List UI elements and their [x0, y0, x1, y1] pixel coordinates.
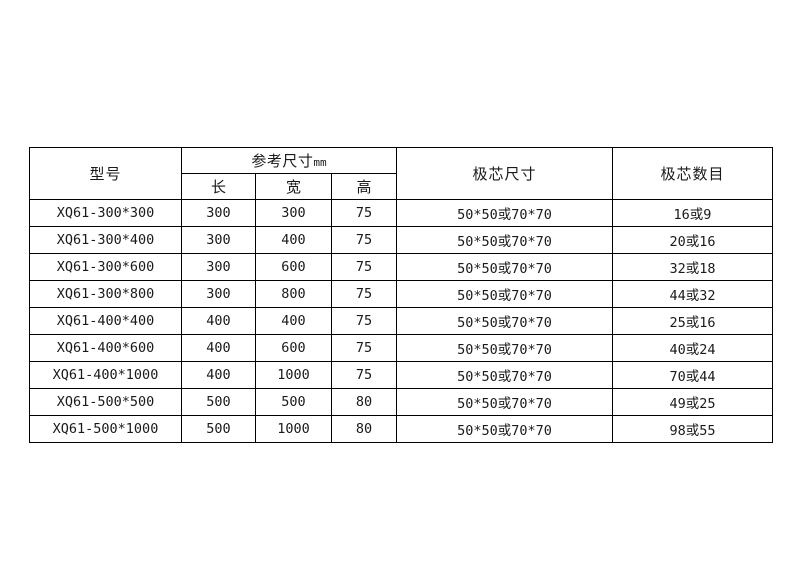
cell-model: XQ61-300*800: [29, 280, 182, 308]
cell-height: 75: [331, 226, 397, 254]
cell-length: 400: [181, 334, 256, 362]
cell-height: 75: [331, 280, 397, 308]
cell-model: XQ61-300*600: [29, 253, 182, 281]
cell-width: 500: [255, 388, 332, 416]
cell-width: 600: [255, 334, 332, 362]
table-row: XQ61-300*300 300 300 75 50*50或70*70 16或9: [29, 199, 773, 227]
cell-height: 75: [331, 361, 397, 389]
table-row: XQ61-400*1000 400 1000 75 50*50或70*70 70或44: [29, 361, 773, 389]
cell-core-count: 32或18: [612, 253, 773, 281]
cell-length: 500: [181, 415, 256, 443]
cell-core-size: 50*50或70*70: [396, 361, 613, 389]
spec-table-container: 型号 参考尺寸mm 极芯尺寸 极芯数目 长 宽 高 XQ61-300*300 30…: [29, 147, 773, 443]
cell-width: 1000: [255, 361, 332, 389]
specification-table: 型号 参考尺寸mm 极芯尺寸 极芯数目 长 宽 高 XQ61-300*300 30…: [29, 147, 773, 443]
cell-core-count: 25或16: [612, 307, 773, 335]
cell-core-count: 70或44: [612, 361, 773, 389]
table-row: XQ61-300*400 300 400 75 50*50或70*70 20或16: [29, 226, 773, 254]
header-row-top: 型号 参考尺寸mm 极芯尺寸 极芯数目: [29, 147, 773, 200]
cell-core-count: 49或25: [612, 388, 773, 416]
cell-height: 75: [331, 199, 397, 227]
cell-width: 800: [255, 280, 332, 308]
cell-width: 400: [255, 226, 332, 254]
cell-width: 600: [255, 253, 332, 281]
cell-model: XQ61-300*400: [29, 226, 182, 254]
cell-model: XQ61-400*600: [29, 334, 182, 362]
cell-height: 75: [331, 253, 397, 281]
cell-core-count: 16或9: [612, 199, 773, 227]
column-header-model: 型号: [29, 147, 182, 200]
cell-height: 75: [331, 307, 397, 335]
cell-core-size: 50*50或70*70: [396, 334, 613, 362]
table-row: XQ61-400*400 400 400 75 50*50或70*70 25或16: [29, 307, 773, 335]
cell-width: 400: [255, 307, 332, 335]
column-header-core-size: 极芯尺寸: [396, 147, 613, 200]
cell-height: 80: [331, 388, 397, 416]
table-header: 型号 参考尺寸mm 极芯尺寸 极芯数目 长 宽 高: [29, 147, 773, 200]
cell-core-count: 20或16: [612, 226, 773, 254]
cell-model: XQ61-500*1000: [29, 415, 182, 443]
cell-model: XQ61-400*1000: [29, 361, 182, 389]
column-header-length: 长: [181, 173, 256, 200]
header-row-sub: 长 宽 高: [30, 173, 773, 200]
cell-length: 300: [181, 199, 256, 227]
column-header-core-count: 极芯数目: [612, 147, 773, 200]
cell-core-count: 98或55: [612, 415, 773, 443]
table-row: XQ61-300*800 300 800 75 50*50或70*70 44或32: [29, 280, 773, 308]
cell-width: 1000: [255, 415, 332, 443]
cell-height: 80: [331, 415, 397, 443]
table-row: XQ61-300*600 300 600 75 50*50或70*70 32或18: [29, 253, 773, 281]
column-header-width: 宽: [255, 173, 332, 200]
cell-model: XQ61-300*300: [29, 199, 182, 227]
cell-core-size: 50*50或70*70: [396, 307, 613, 335]
cell-length: 300: [181, 280, 256, 308]
cell-core-size: 50*50或70*70: [396, 253, 613, 281]
cell-length: 500: [181, 388, 256, 416]
cell-width: 300: [255, 199, 332, 227]
cell-length: 300: [181, 253, 256, 281]
table-row: XQ61-400*600 400 600 75 50*50或70*70 40或24: [29, 334, 773, 362]
column-header-reference-size: 参考尺寸mm: [181, 147, 397, 174]
cell-core-count: 40或24: [612, 334, 773, 362]
cell-height: 75: [331, 334, 397, 362]
cell-model: XQ61-500*500: [29, 388, 182, 416]
cell-core-size: 50*50或70*70: [396, 226, 613, 254]
cell-core-size: 50*50或70*70: [396, 388, 613, 416]
cell-core-size: 50*50或70*70: [396, 415, 613, 443]
cell-core-size: 50*50或70*70: [396, 199, 613, 227]
table-row: XQ61-500*500 500 500 80 50*50或70*70 49或25: [29, 388, 773, 416]
cell-core-size: 50*50或70*70: [396, 280, 613, 308]
cell-model: XQ61-400*400: [29, 307, 182, 335]
cell-length: 300: [181, 226, 256, 254]
column-header-reference-size-text: 参考尺寸: [251, 152, 314, 170]
cell-core-count: 44或32: [612, 280, 773, 308]
column-header-height: 高: [331, 173, 397, 200]
cell-length: 400: [181, 361, 256, 389]
column-header-reference-size-unit: mm: [313, 156, 327, 169]
table-body: XQ61-300*300 300 300 75 50*50或70*70 16或9 XQ61-…: [29, 199, 773, 443]
table-row: XQ61-500*1000 500 1000 80 50*50或70*70 98或55: [29, 415, 773, 443]
cell-length: 400: [181, 307, 256, 335]
